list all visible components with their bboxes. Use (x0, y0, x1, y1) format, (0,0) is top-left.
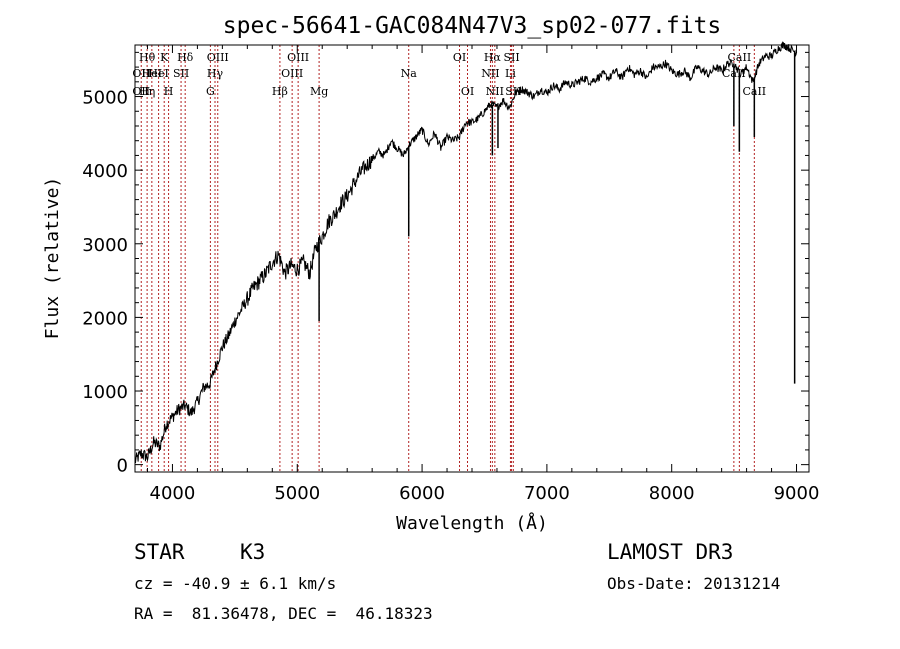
obs-date: Obs-Date: 20131214 (607, 574, 781, 593)
marker-label-1-0: Hθ (139, 51, 156, 64)
y-tick-label-1: 1000 (82, 382, 128, 403)
marker-label-1-1: Hη (139, 85, 155, 98)
marker-label-0-0: OII (132, 67, 150, 80)
marker-label-11-0: Hβ (272, 85, 288, 98)
x-axis-ticks: 4000 5000 6000 7000 8000 9000 (146, 45, 820, 504)
marker-label-2-0: HeI (142, 67, 162, 80)
marker-label-18-0: NII (481, 67, 499, 80)
x-tick-label-1: 5000 (274, 483, 320, 504)
x-tick-label-2: 6000 (399, 483, 445, 504)
y-tick-label-0: 0 (117, 456, 128, 477)
marker-label-19-0: Hα (484, 51, 502, 64)
y-axis-ticks: 0 1000 2000 3000 4000 5000 (82, 51, 809, 477)
x-axis-label: Wavelength (Å) (396, 512, 548, 534)
y-tick-label-4: 4000 (82, 161, 128, 182)
marker-label-23-0: SII (505, 85, 521, 98)
marker-label-14-0: Mg (310, 85, 328, 98)
marker-label-17-0: OI (461, 85, 474, 98)
marker-label-20-0: NII (486, 85, 504, 98)
object-subclass: K3 (240, 540, 266, 564)
line-markers (140, 45, 755, 472)
flux-series-line (134, 41, 797, 463)
marker-label-4-0: K (160, 51, 169, 64)
marker-label-8-0: G (206, 85, 215, 98)
x-tick-label-0: 4000 (150, 483, 196, 504)
marker-label-6-0: SII (173, 67, 189, 80)
marker-label-16-0: OI (453, 51, 466, 64)
marker-label-13-0: OIII (287, 51, 309, 64)
marker-label-25-0: CaII (728, 51, 752, 64)
y-tick-label-2: 2000 (82, 308, 128, 329)
marker-label-10-0: OIII (207, 51, 229, 64)
chart-title: spec-56641-GAC084N47V3_sp02-077.fits (223, 13, 722, 39)
marker-label-9-0: Hγ (207, 67, 224, 80)
marker-label-21-0: Li (505, 67, 516, 80)
absorption-features (318, 51, 796, 384)
redshift-readout: cz = -40.9 ± 6.1 km/s (134, 574, 337, 593)
survey-name: LAMOST DR3 (607, 540, 734, 564)
marker-label-7-0: Hδ (177, 51, 194, 64)
marker-label-22-0: SII (503, 51, 519, 64)
marker-label-5-0: H (164, 85, 174, 98)
y-tick-label-5: 5000 (82, 88, 128, 109)
marker-label-15-0: Na (401, 67, 418, 80)
plot-frame (134, 44, 810, 473)
x-tick-label-3: 7000 (524, 483, 570, 504)
marker-label-0-1: OII (132, 85, 150, 98)
y-tick-label-3: 3000 (82, 235, 128, 256)
x-tick-label-4: 8000 (649, 483, 695, 504)
object-class: STAR (134, 540, 185, 564)
coordinates: RA = 81.36478, DEC = 46.18323 (134, 604, 433, 623)
x-tick-label-5: 9000 (774, 483, 820, 504)
marker-label-3-0: HeI (148, 67, 168, 80)
marker-label-12-0: OIII (281, 67, 303, 80)
y-axis-label: Flux (relative) (42, 177, 63, 340)
